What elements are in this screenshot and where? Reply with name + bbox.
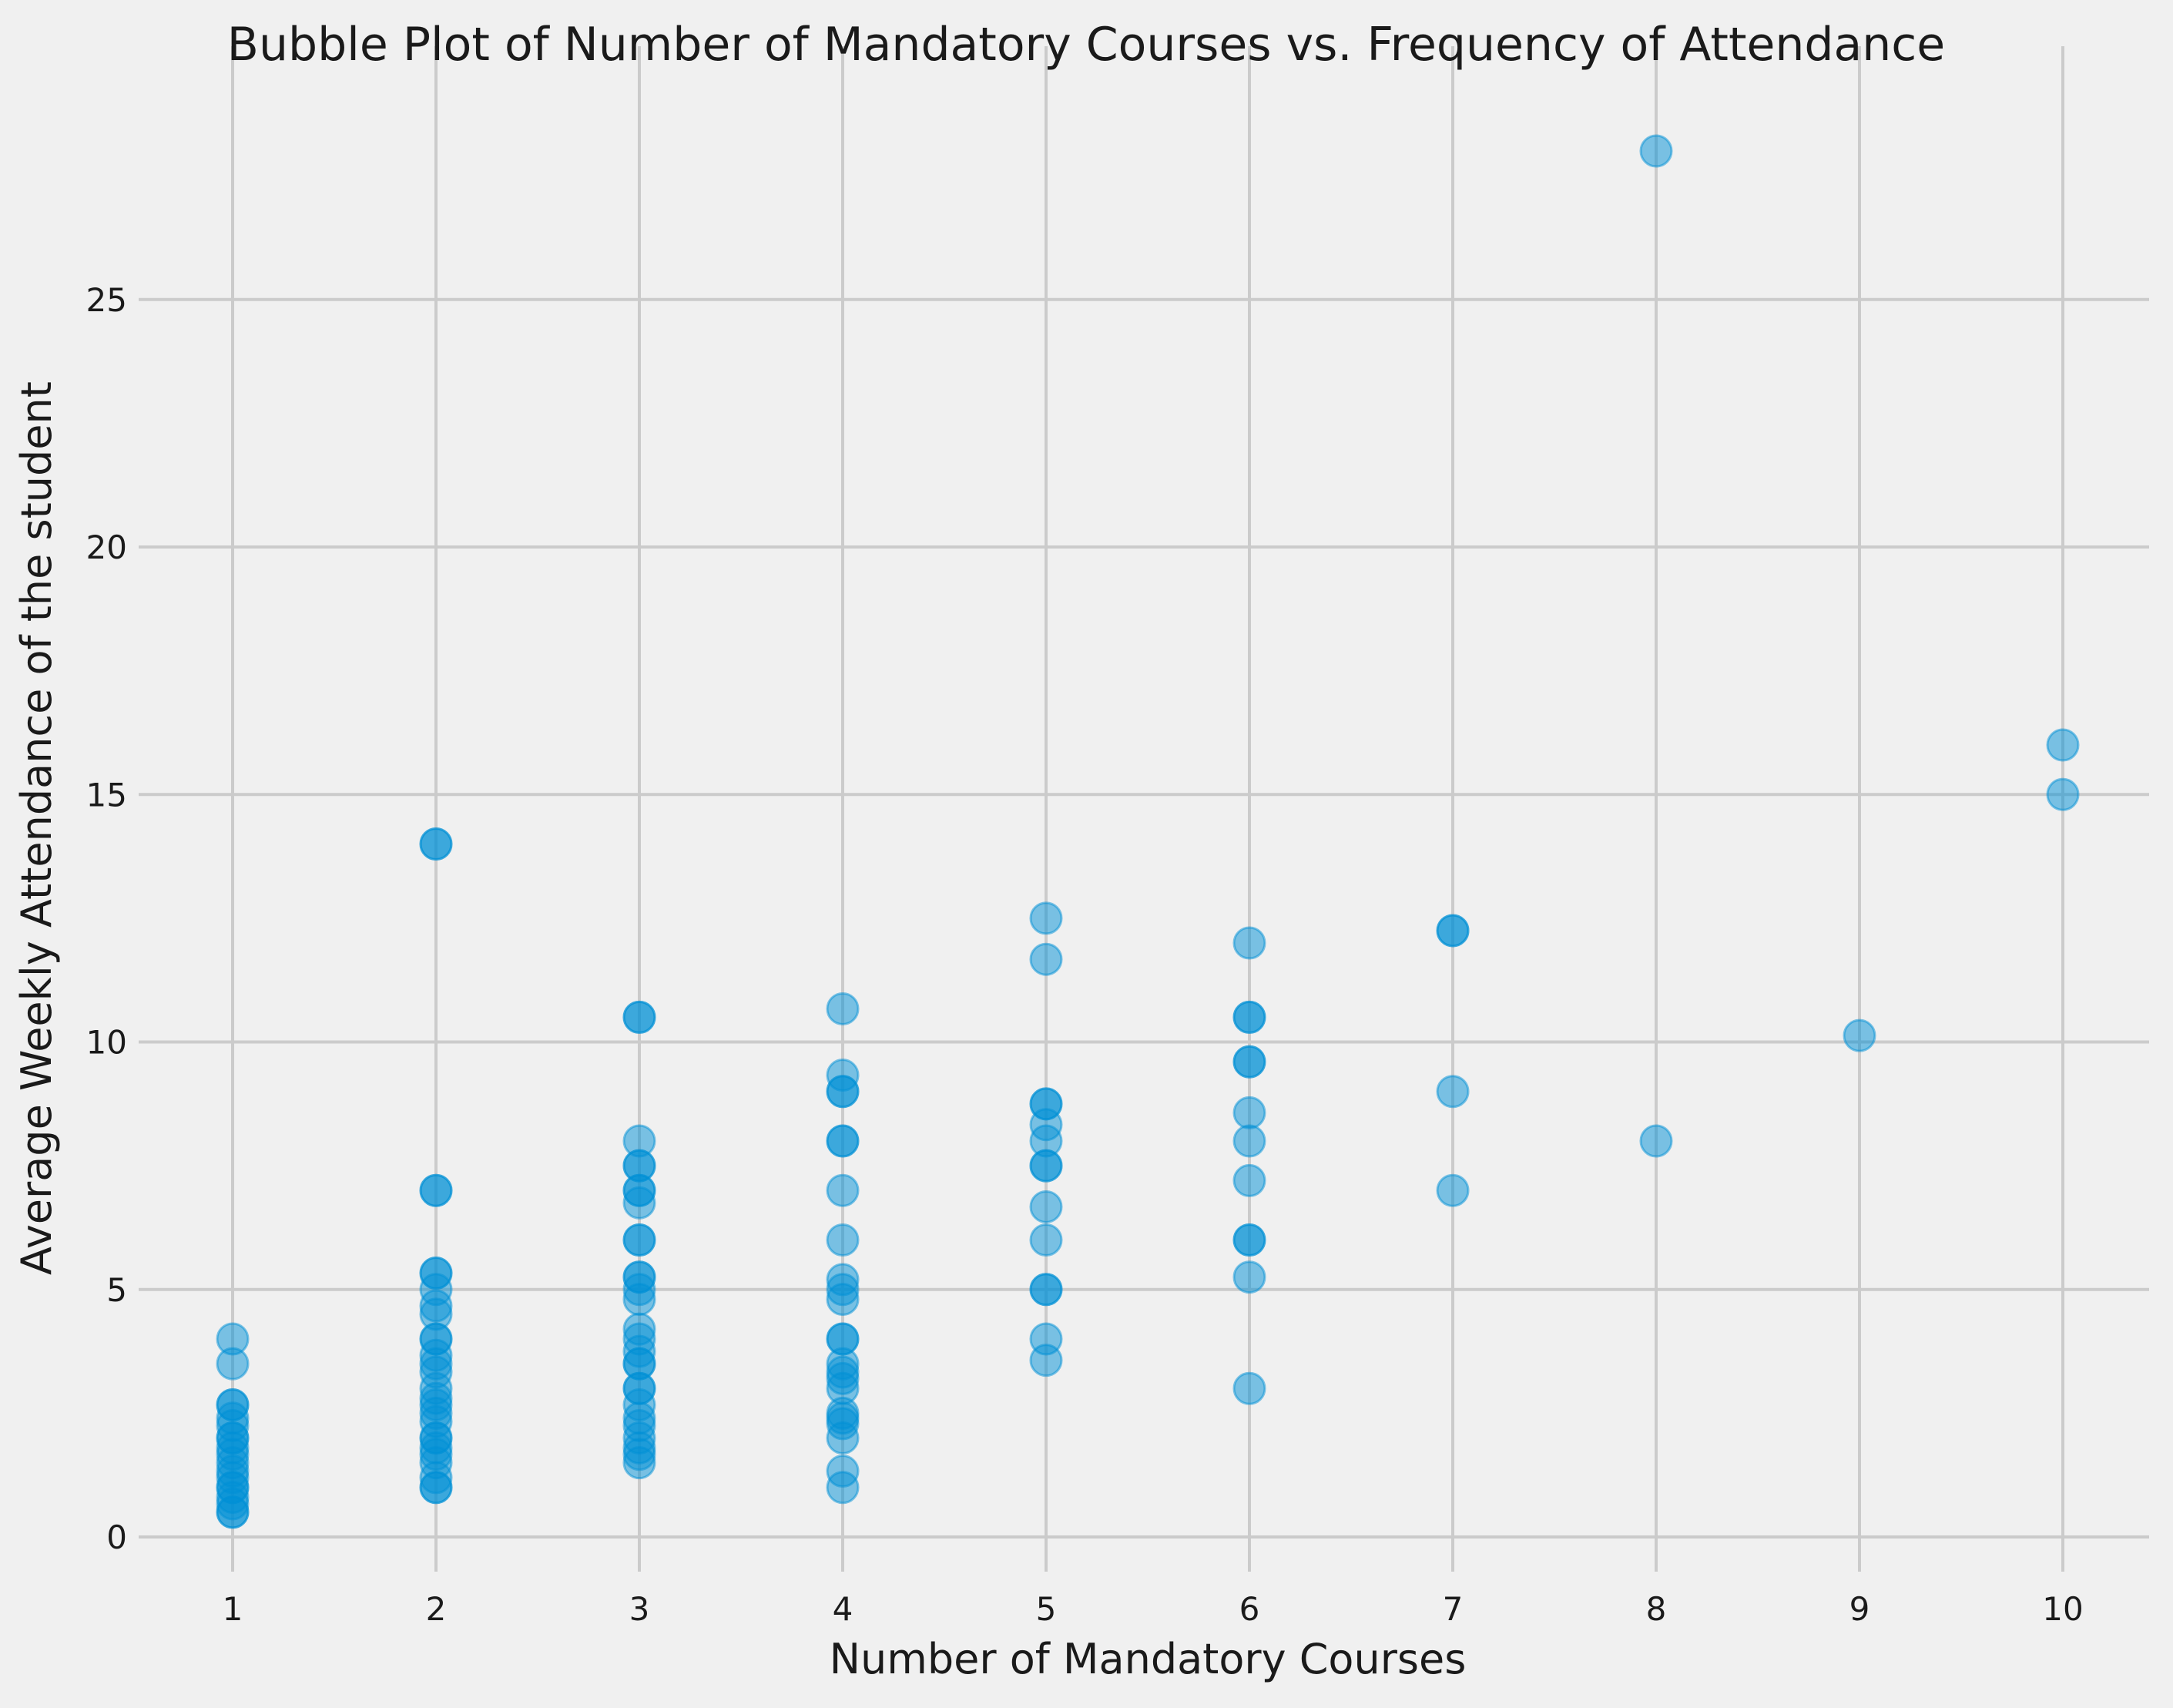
- data-point: [419, 1471, 453, 1505]
- y-tick-label: 0: [106, 1518, 127, 1556]
- y-tick-label: 15: [86, 776, 127, 814]
- data-point: [1232, 926, 1266, 960]
- x-tick-labels: 1 2 3 4 5 6 7 8 9 10: [223, 1590, 2084, 1628]
- data-point: [826, 1223, 860, 1257]
- x-tick-label: 10: [2042, 1590, 2083, 1628]
- y-tick-labels: 0 5 10 15 20 25: [86, 281, 127, 1556]
- x-tick-label: 9: [1849, 1590, 1870, 1628]
- data-point: [1029, 942, 1063, 976]
- data-point: [1639, 1124, 1673, 1158]
- data-point: [622, 1000, 656, 1034]
- data-point: [826, 992, 860, 1025]
- x-tick-label: 6: [1239, 1590, 1260, 1628]
- data-point: [826, 1283, 860, 1317]
- data-point: [826, 1124, 860, 1158]
- grid-lines: [139, 46, 2149, 1572]
- data-point: [1436, 914, 1470, 948]
- data-point: [2046, 728, 2080, 762]
- y-tick-label: 25: [86, 281, 127, 319]
- data-point: [419, 827, 453, 861]
- data-point: [1639, 134, 1673, 168]
- x-tick-label: 7: [1443, 1590, 1464, 1628]
- x-tick-label: 2: [426, 1590, 447, 1628]
- data-point: [1029, 901, 1063, 935]
- x-tick-label: 3: [629, 1590, 650, 1628]
- data-point: [216, 1347, 250, 1381]
- data-point: [1232, 1096, 1266, 1129]
- data-point: [1029, 1223, 1063, 1257]
- data-point: [419, 1173, 453, 1207]
- data-point: [826, 1173, 860, 1207]
- x-tick-label: 1: [223, 1590, 243, 1628]
- data-point: [1436, 1173, 1470, 1207]
- data-point: [622, 1283, 656, 1317]
- data-point: [622, 1446, 656, 1480]
- data-point: [1232, 1260, 1266, 1294]
- data-point: [1029, 1190, 1063, 1223]
- chart-title: Bubble Plot of Number of Mandatory Cours…: [227, 18, 1945, 72]
- data-point: [1029, 1344, 1063, 1377]
- data-point: [1232, 1124, 1266, 1158]
- x-tick-label: 8: [1646, 1590, 1667, 1628]
- y-axis-label: Average Weekly Attendance of the student: [12, 381, 61, 1275]
- data-point: [1029, 1273, 1063, 1307]
- data-point: [216, 1495, 250, 1529]
- y-tick-label: 20: [86, 529, 127, 566]
- x-tick-label: 4: [833, 1590, 853, 1628]
- x-tick-label: 5: [1036, 1590, 1057, 1628]
- x-axis-label: Number of Mandatory Courses: [830, 1635, 1467, 1683]
- data-point: [1232, 1371, 1266, 1405]
- data-point: [1029, 1149, 1063, 1183]
- data-point: [1232, 1163, 1266, 1197]
- y-tick-label: 5: [106, 1271, 127, 1309]
- data-point: [1232, 1223, 1266, 1257]
- data-point: [1232, 1000, 1266, 1034]
- data-point: [1232, 1045, 1266, 1079]
- data-point: [1436, 1075, 1470, 1109]
- data-points: [216, 134, 2080, 1529]
- data-point: [826, 1075, 860, 1109]
- y-tick-label: 10: [86, 1024, 127, 1062]
- data-point: [622, 1186, 656, 1220]
- data-point: [826, 1421, 860, 1455]
- data-point: [826, 1471, 860, 1505]
- data-point: [2046, 777, 2080, 811]
- data-point: [1843, 1018, 1876, 1052]
- data-point: [622, 1223, 656, 1257]
